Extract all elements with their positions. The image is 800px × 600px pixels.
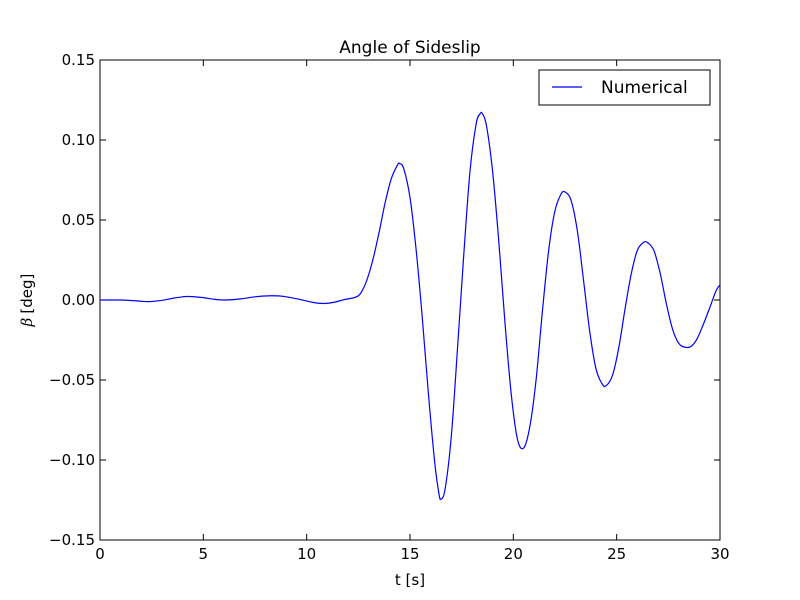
- x-tick-label: 25: [607, 545, 626, 563]
- chart-title: Angle of Sideslip: [339, 38, 480, 58]
- y-axis-label-symbol: β: [18, 317, 36, 327]
- y-tick-label: −0.15: [49, 531, 95, 549]
- x-axis-label: t [s]: [395, 571, 425, 589]
- x-tick-label: 20: [504, 545, 523, 563]
- y-tick-label: 0.00: [62, 291, 95, 309]
- x-tick-label: 0: [95, 545, 105, 563]
- x-axis: 0 5 10 15 20 25 30: [95, 60, 730, 563]
- y-tick-label: −0.10: [49, 451, 95, 469]
- y-axis-label-unit: [deg]: [18, 274, 36, 314]
- y-tick-label: 0.15: [62, 51, 95, 69]
- legend: Numerical: [538, 69, 711, 106]
- y-axis-label: β [deg]: [18, 274, 36, 328]
- legend-label-numerical: Numerical: [601, 78, 688, 98]
- x-tick-label: 5: [199, 545, 209, 563]
- x-tick-label: 30: [710, 545, 729, 563]
- x-tick-label: 10: [297, 545, 316, 563]
- series-line-numerical: [99, 111, 721, 501]
- y-axis: 0.15 0.10 0.05 0.00 −0.05 −0.10 −0.15: [49, 51, 720, 549]
- y-tick-label: 0.10: [62, 131, 95, 149]
- y-tick-label: 0.05: [62, 211, 95, 229]
- y-tick-label: −0.05: [49, 371, 95, 389]
- x-tick-label: 15: [400, 545, 419, 563]
